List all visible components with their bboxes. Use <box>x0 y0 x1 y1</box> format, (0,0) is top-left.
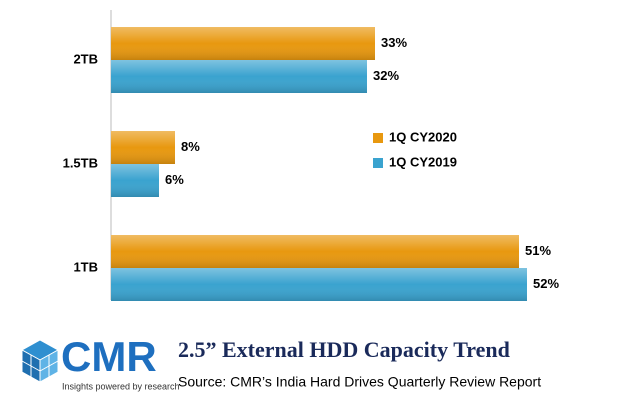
source: Source: CMR’s India Hard Drives Quarterl… <box>178 374 541 390</box>
chart-title: 2.5” External HDD Capacity Trend <box>178 337 510 362</box>
legend-label: 1Q CY2020 <box>389 129 457 144</box>
logo-tagline: Insights powered by research <box>62 381 180 391</box>
bar-shine <box>111 27 375 60</box>
bar-shine <box>111 60 367 93</box>
y-tick-label: 2TB <box>73 51 98 66</box>
legend-swatch <box>373 133 383 143</box>
data-label: 33% <box>381 35 407 50</box>
data-label: 32% <box>373 68 399 83</box>
data-label: 52% <box>533 276 559 291</box>
data-label: 8% <box>181 139 200 154</box>
legend-swatch <box>373 158 383 168</box>
bar-shine <box>111 235 519 268</box>
bar-shine <box>111 131 175 164</box>
y-tick-label: 1TB <box>73 259 98 274</box>
data-label: 51% <box>525 243 551 258</box>
logo-name: CMR <box>61 333 157 380</box>
bar-shine <box>111 164 159 197</box>
legend-label: 1Q CY2019 <box>389 154 457 169</box>
data-label: 6% <box>165 172 184 187</box>
bar-shine <box>111 268 527 301</box>
y-tick-label: 1.5TB <box>63 155 98 170</box>
logo-cube <box>20 339 60 383</box>
